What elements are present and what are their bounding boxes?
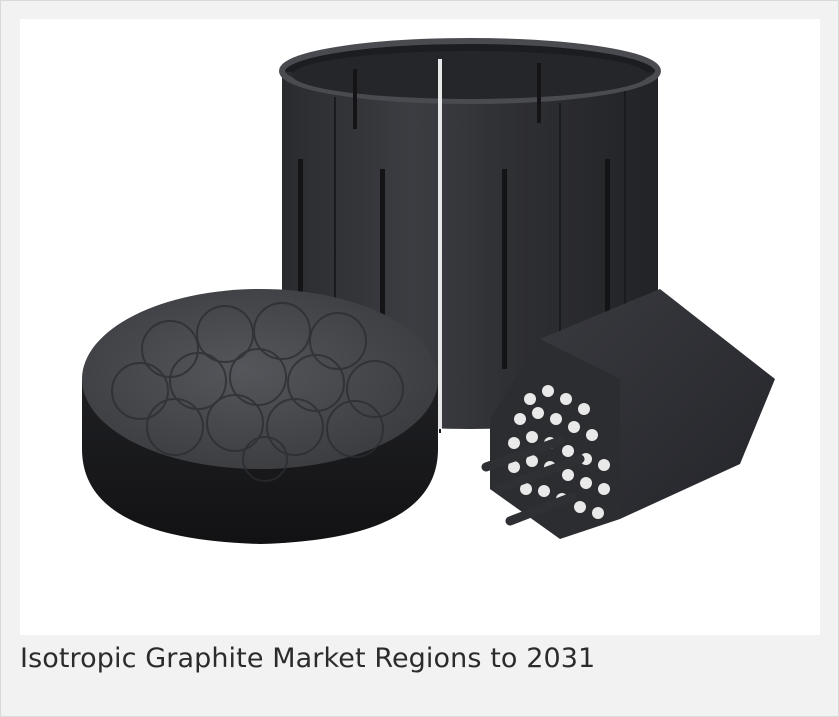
image-caption: Isotropic Graphite Market Regions to 203… xyxy=(20,643,596,674)
round-disc xyxy=(82,289,438,544)
product-photo xyxy=(20,19,820,635)
graphite-products-illustration xyxy=(82,38,775,544)
hexagonal-block xyxy=(481,289,775,539)
